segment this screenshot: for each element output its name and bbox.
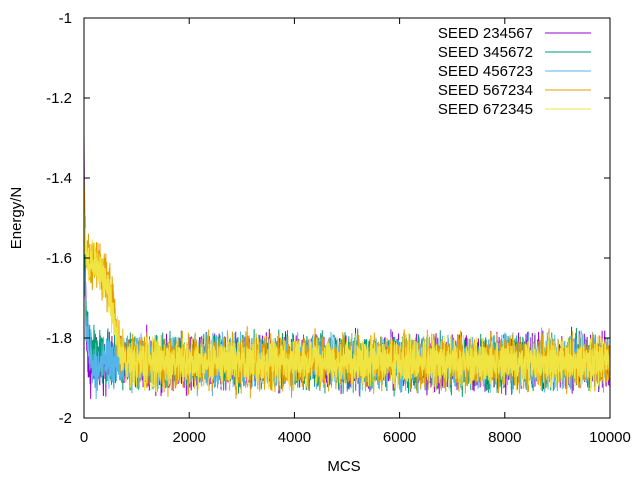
series-line-5 [84, 198, 610, 394]
legend-label: SEED 567234 [438, 82, 533, 99]
y-tick-label: -1.6 [46, 250, 72, 267]
y-tick-label: -2 [59, 410, 72, 427]
legend-label: SEED 456723 [438, 63, 533, 80]
axis-ticks: 0 2000 4000 6000 8000 10000 -2 -1.8 -1.6 -1.4 -1.2… [46, 10, 631, 446]
x-tick-label: 2000 [173, 429, 206, 446]
legend-label: SEED 234567 [438, 25, 533, 42]
y-tick-label: -1 [59, 10, 72, 27]
plot-frame [83, 17, 611, 419]
y-tick-label: -1.8 [46, 330, 72, 347]
y-axis-title: Energy/N [8, 187, 25, 250]
x-tick-label: 4000 [278, 429, 311, 446]
x-tick-label: 6000 [383, 429, 416, 446]
x-tick-label: 0 [80, 429, 88, 446]
legend: SEED 234567 SEED 345672 SEED 456723 SEED 56… [438, 25, 591, 118]
y-tick-label: -1.4 [46, 170, 72, 187]
plot-series [84, 133, 610, 399]
legend-label: SEED 672345 [438, 101, 533, 118]
x-tick-label: 8000 [488, 429, 521, 446]
x-tick-label: 10000 [589, 429, 631, 446]
legend-label: SEED 345672 [438, 44, 533, 61]
y-tick-label: -1.2 [46, 90, 72, 107]
x-axis-title: MCS [327, 458, 360, 475]
